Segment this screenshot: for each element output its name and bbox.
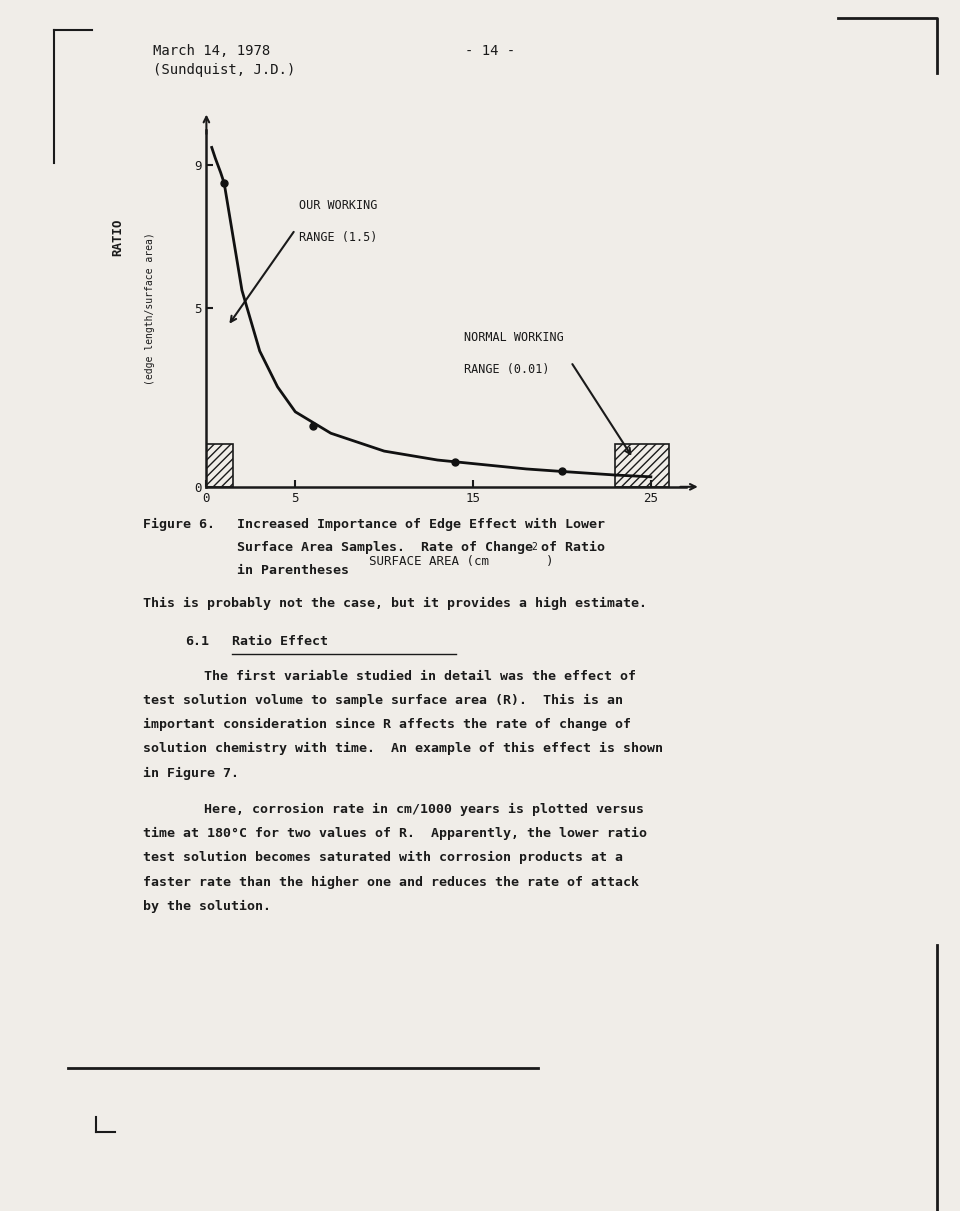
Text: Surface Area Samples.  Rate of Change of Ratio: Surface Area Samples. Rate of Change of … — [237, 541, 605, 555]
Text: time at 180°C for two values of R.  Apparently, the lower ratio: time at 180°C for two values of R. Appar… — [143, 827, 647, 840]
Text: Increased Importance of Edge Effect with Lower: Increased Importance of Edge Effect with… — [237, 518, 605, 532]
Bar — [206, 444, 233, 487]
Text: important consideration since R affects the rate of change of: important consideration since R affects … — [143, 718, 631, 731]
Bar — [615, 444, 668, 487]
Text: RATIO: RATIO — [111, 218, 124, 256]
Text: faster rate than the higher one and reduces the rate of attack: faster rate than the higher one and redu… — [143, 876, 639, 889]
Text: in Figure 7.: in Figure 7. — [143, 767, 239, 780]
Text: OUR WORKING: OUR WORKING — [299, 199, 377, 212]
Text: The first variable studied in detail was the effect of: The first variable studied in detail was… — [204, 670, 636, 683]
Text: (Sundquist, J.D.): (Sundquist, J.D.) — [153, 63, 295, 78]
Text: 6.1: 6.1 — [185, 635, 209, 648]
Text: solution chemistry with time.  An example of this effect is shown: solution chemistry with time. An example… — [143, 742, 663, 756]
Text: RANGE (0.01): RANGE (0.01) — [465, 363, 550, 377]
Text: RANGE (1.5): RANGE (1.5) — [299, 231, 377, 243]
Text: - 14 -: - 14 - — [466, 44, 516, 58]
Text: SURFACE AREA (cm: SURFACE AREA (cm — [369, 555, 489, 568]
Text: by the solution.: by the solution. — [143, 900, 271, 913]
Text: March 14, 1978: March 14, 1978 — [153, 44, 270, 58]
Text: test solution volume to sample surface area (R).  This is an: test solution volume to sample surface a… — [143, 694, 623, 707]
Text: 2: 2 — [532, 543, 538, 552]
Text: Ratio Effect: Ratio Effect — [232, 635, 328, 648]
Text: (edge length/surface area): (edge length/surface area) — [145, 231, 155, 385]
Text: in Parentheses: in Parentheses — [237, 564, 349, 578]
Text: Here, corrosion rate in cm/1000 years is plotted versus: Here, corrosion rate in cm/1000 years is… — [204, 803, 644, 816]
Text: ): ) — [546, 555, 554, 568]
Text: This is probably not the case, but it provides a high estimate.: This is probably not the case, but it pr… — [143, 597, 647, 610]
Text: Figure 6.: Figure 6. — [143, 518, 215, 532]
Text: test solution becomes saturated with corrosion products at a: test solution becomes saturated with cor… — [143, 851, 623, 865]
Text: NORMAL WORKING: NORMAL WORKING — [465, 331, 564, 344]
